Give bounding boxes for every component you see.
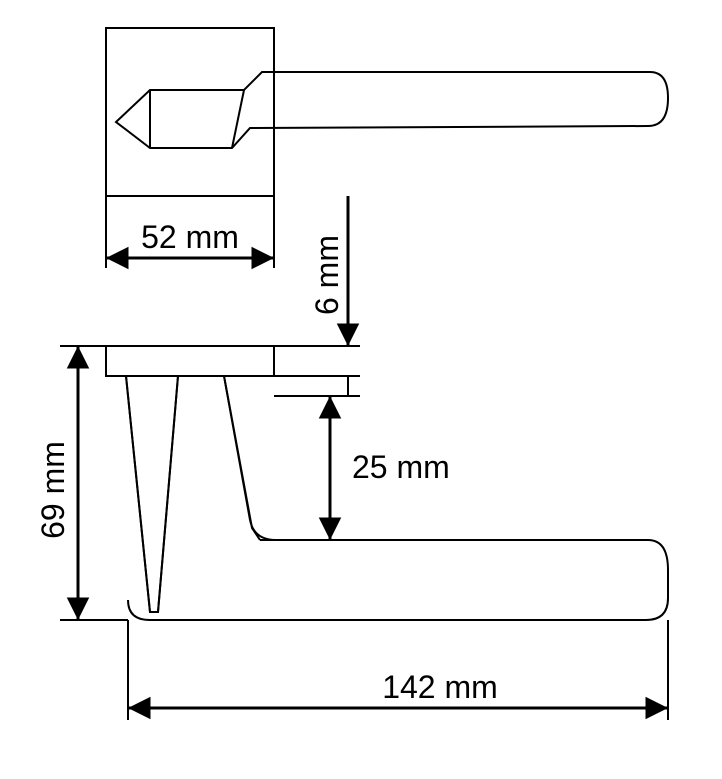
lever-handle-side <box>126 376 668 620</box>
label-plate-width: 52 mm <box>141 219 239 255</box>
label-neck-height: 25 mm <box>352 449 450 485</box>
lever-handle-top <box>116 72 668 148</box>
dim-plate-thickness: 6 mm <box>274 196 360 396</box>
rose-plate-top <box>106 28 274 196</box>
label-total-width: 142 mm <box>382 669 498 705</box>
label-total-height: 69 mm <box>35 441 71 539</box>
rose-plate-side <box>106 346 274 376</box>
dim-total-height: 69 mm <box>35 346 128 620</box>
dim-plate-width: 52 mm <box>106 196 274 268</box>
technical-drawing: 52 mm 6 mm 25 mm 69 mm <box>0 0 722 779</box>
dim-total-width: 142 mm <box>128 620 668 720</box>
top-view <box>106 28 668 196</box>
dim-neck-height: 25 mm <box>260 396 450 540</box>
label-plate-thickness: 6 mm <box>309 235 345 315</box>
